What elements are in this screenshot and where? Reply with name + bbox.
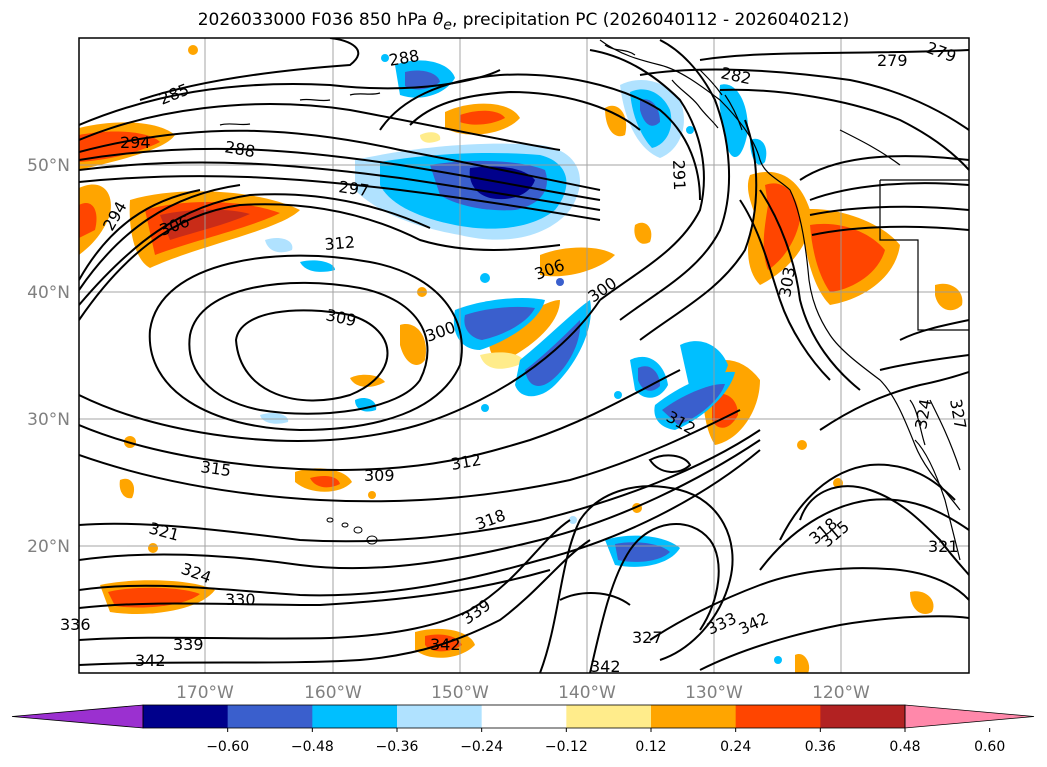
colorbar-tick-label: −0.12 [545, 739, 588, 755]
colorbar-tick-label: 0.60 [974, 739, 1005, 755]
theta-e-contours [79, 38, 969, 673]
longitude-labels: 170°W 160°W 150°W 140°W 130°W 120°W [176, 683, 870, 703]
map-frame [78, 37, 970, 674]
colorbar-outline [142, 704, 906, 729]
colorbar-extend-high [904, 704, 1035, 729]
colorbar-tick-label: −0.48 [291, 739, 334, 755]
contour-label-330: 330 [225, 590, 256, 609]
lon-label-170w: 170°W [176, 683, 234, 703]
colorbar-segment [227, 705, 313, 728]
colorbar-tick-label: 0.12 [635, 739, 666, 755]
lat-label-30n: 30°N [27, 410, 70, 430]
colorbar-extend-low [11, 704, 144, 729]
colorbar-tick-label: −0.24 [460, 739, 503, 755]
contour-label-342-c: 342 [430, 635, 461, 654]
lon-label-140w: 140°W [558, 683, 616, 703]
contour-label-327: 327 [632, 628, 663, 647]
contour-label-297: 297 [337, 177, 370, 200]
contour-label-279: 279 [877, 51, 908, 70]
contour-label-291: 291 [669, 159, 689, 190]
colorbar-segment [566, 705, 652, 728]
colorbar-tick-label: −0.36 [376, 739, 419, 755]
colorbar-segment [312, 705, 398, 728]
lon-label-160w: 160°W [304, 683, 362, 703]
lon-label-120w: 120°W [812, 683, 870, 703]
contour-label-309-b: 309 [364, 466, 395, 485]
colorbar-segment [820, 705, 906, 728]
lon-label-130w: 130°W [685, 683, 743, 703]
map-content [79, 38, 969, 673]
lat-label-50n: 50°N [27, 156, 70, 176]
map-title: 2026033000 F036 850 hPa θe, precipitatio… [197, 10, 850, 34]
lon-label-150w: 150°W [431, 683, 489, 703]
colorbar-segment [735, 705, 821, 728]
colorbar-tick-label: 0.24 [720, 739, 751, 755]
colorbar: −0.60 −0.48 −0.36 −0.24 −0.12 0.12 0.24 0.36 0.4… [11, 704, 1035, 755]
contour-label-342-b: 342 [590, 657, 621, 676]
colorbar-segment [651, 705, 737, 728]
contour-label-294-b: 294 [120, 133, 151, 152]
colorbar-tick-label: 0.48 [889, 739, 920, 755]
contour-label-336: 336 [60, 615, 91, 634]
coastlines [219, 39, 969, 561]
contour-label-315: 315 [199, 457, 232, 480]
latitude-labels: 50°N 40°N 30°N 20°N [27, 156, 70, 557]
colorbar-segment [481, 705, 567, 728]
contour-label-339: 339 [173, 635, 204, 654]
contour-label-321-b: 321 [928, 537, 959, 556]
lat-label-40n: 40°N [27, 283, 70, 303]
colorbar-tick-label: −0.60 [206, 739, 249, 755]
contour-label-342: 342 [135, 651, 166, 670]
colorbar-segment [397, 705, 483, 728]
hawaiian-islands [326, 517, 378, 545]
colorbar-tick-label: 0.36 [805, 739, 836, 755]
contour-label-312: 312 [324, 232, 356, 254]
colorbar-segment [143, 705, 229, 728]
precip-positive-shading [79, 45, 963, 673]
lat-label-20n: 20°N [27, 537, 70, 557]
